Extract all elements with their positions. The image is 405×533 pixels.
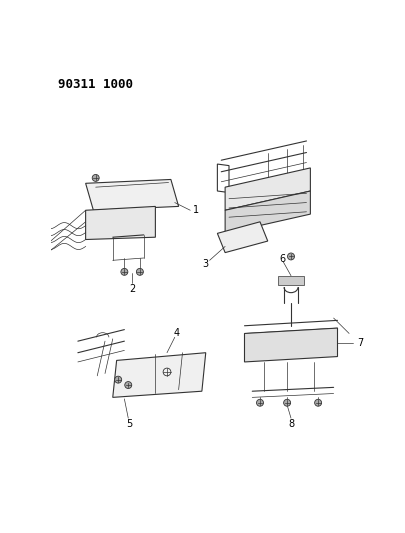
Text: 2: 2 xyxy=(129,284,135,294)
Text: 90311 1000: 90311 1000 xyxy=(58,78,133,91)
Circle shape xyxy=(283,399,290,406)
Circle shape xyxy=(314,399,321,406)
Circle shape xyxy=(92,174,99,181)
Text: 7: 7 xyxy=(356,338,362,349)
Text: 5: 5 xyxy=(126,418,132,429)
Polygon shape xyxy=(113,353,205,398)
Circle shape xyxy=(287,253,294,260)
Polygon shape xyxy=(244,328,337,362)
Polygon shape xyxy=(277,276,303,285)
Text: 4: 4 xyxy=(174,328,180,338)
Polygon shape xyxy=(224,168,309,210)
Polygon shape xyxy=(224,191,309,233)
Text: 6: 6 xyxy=(279,254,285,264)
Text: 3: 3 xyxy=(202,259,208,269)
Circle shape xyxy=(121,269,128,276)
Text: 1: 1 xyxy=(193,205,199,215)
Polygon shape xyxy=(85,206,155,239)
Polygon shape xyxy=(85,180,178,210)
Circle shape xyxy=(136,269,143,276)
Circle shape xyxy=(114,376,122,383)
Text: 8: 8 xyxy=(287,418,293,429)
Circle shape xyxy=(256,399,263,406)
Polygon shape xyxy=(217,222,267,253)
Circle shape xyxy=(124,382,131,389)
